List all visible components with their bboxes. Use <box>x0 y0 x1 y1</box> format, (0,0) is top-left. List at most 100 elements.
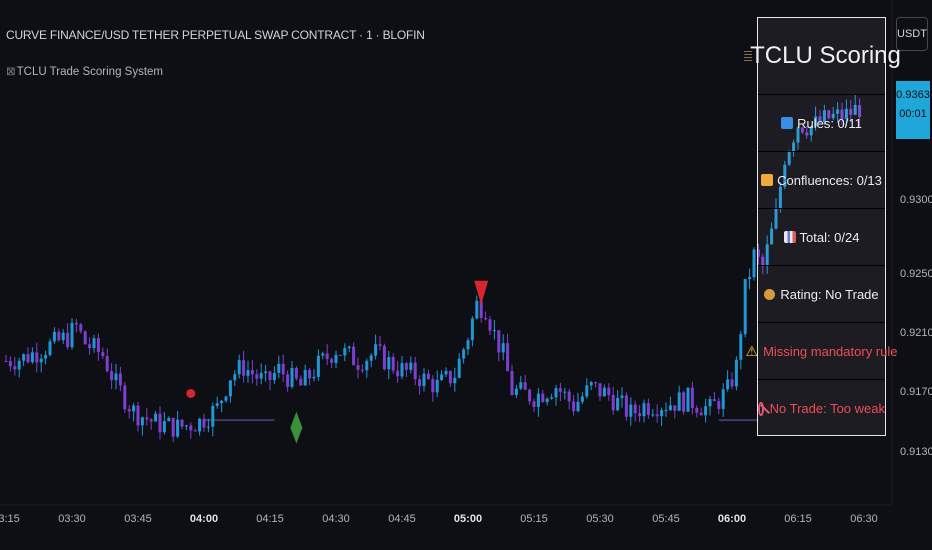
candle <box>334 350 338 369</box>
warning-row: ⚠ Missing mandatory rule <box>746 323 897 380</box>
candle <box>849 99 853 123</box>
candle <box>136 401 140 432</box>
candle-body <box>440 374 444 381</box>
candle <box>836 102 840 123</box>
candle <box>668 396 672 411</box>
candle-body <box>233 374 237 381</box>
candle <box>673 405 677 419</box>
candle-body <box>752 249 756 278</box>
candle-body <box>695 407 699 413</box>
candle <box>316 349 320 381</box>
candle <box>149 418 153 430</box>
candle <box>858 98 862 128</box>
symbol-title[interactable]: CURVE FINANCE/USD TETHER PERPETUAL SWAP … <box>6 28 425 42</box>
candle-body <box>770 228 774 245</box>
candle <box>770 222 774 245</box>
currency-button[interactable]: USDT <box>896 17 928 51</box>
candle <box>462 347 466 364</box>
candle <box>39 353 43 373</box>
price-tick-label: 0.9300 <box>900 193 932 206</box>
candle-body <box>844 108 848 120</box>
candle <box>576 392 580 413</box>
total-row: Total: 0/24 <box>758 209 885 266</box>
candle <box>193 428 197 432</box>
candle-body <box>308 369 312 379</box>
time-tick-label: 05:00 <box>453 513 483 525</box>
no-entry-icon <box>758 401 764 416</box>
time-tick-label: 06:00 <box>717 513 747 525</box>
candle <box>277 355 281 379</box>
candle <box>827 109 831 120</box>
candle-body <box>409 362 413 370</box>
candle <box>831 107 835 121</box>
candle <box>545 397 549 406</box>
candle-body <box>66 332 70 348</box>
candle-body <box>404 363 408 370</box>
verdict-row: No Trade: Too weak <box>758 380 885 437</box>
candle-body <box>550 397 554 399</box>
indicator-legend[interactable]: ⊠TCLU Trade Scoring System <box>6 64 163 78</box>
candle-body <box>756 249 760 257</box>
price-tick-label: 0.9250 <box>900 267 932 280</box>
verdict-text: No Trade: Too weak <box>769 401 885 416</box>
candle-body <box>677 392 681 411</box>
candle-body <box>466 340 470 350</box>
candle <box>633 400 637 422</box>
candle-body <box>281 363 285 375</box>
candle <box>629 397 633 426</box>
candle-body <box>748 277 752 280</box>
candle-body <box>598 383 602 397</box>
candle-body <box>633 404 637 414</box>
candle-body <box>602 387 606 397</box>
candle-body <box>580 396 584 402</box>
candle <box>580 392 584 405</box>
candle <box>787 149 791 167</box>
candle <box>4 355 8 363</box>
candle-body <box>13 366 17 370</box>
candle-body <box>70 322 74 348</box>
candle <box>717 397 721 415</box>
candle <box>470 316 474 347</box>
candle-body <box>294 367 298 379</box>
total-score: Total: 0/24 <box>799 229 860 245</box>
candle <box>92 334 96 353</box>
candle <box>638 405 642 423</box>
scoring-panel: TCLU Scoring Rules: 0/11 Confluences: 0/… <box>744 17 901 437</box>
candle <box>17 357 21 378</box>
last-price-value: 0.9363 <box>896 89 930 101</box>
candle <box>44 350 48 365</box>
candle <box>132 402 136 422</box>
candle-body <box>501 343 505 353</box>
candle <box>594 381 598 388</box>
candle-body <box>391 357 395 371</box>
candle <box>774 198 778 230</box>
candle-body <box>8 361 12 367</box>
candle <box>708 395 712 416</box>
candle-body <box>567 391 571 402</box>
candle <box>13 357 17 376</box>
candle-body <box>827 110 831 119</box>
candle-body <box>96 338 100 353</box>
candle <box>558 382 562 402</box>
candle <box>61 329 65 344</box>
candle-body <box>299 378 303 386</box>
candle-body <box>246 370 250 376</box>
candle-body <box>426 373 430 380</box>
candle <box>642 399 646 423</box>
candle-body <box>510 371 514 396</box>
candle-body <box>347 346 351 349</box>
candle <box>743 279 747 338</box>
candle-body <box>255 374 259 379</box>
candle <box>704 398 708 423</box>
candle <box>180 419 184 430</box>
candle-body <box>57 331 61 341</box>
candle <box>426 369 430 380</box>
candle <box>114 363 118 390</box>
candle-body <box>849 108 853 115</box>
candle <box>118 366 122 392</box>
time-tick-label: 05:30 <box>586 513 614 525</box>
candle <box>154 410 158 422</box>
candle-body <box>765 244 769 267</box>
candle <box>268 370 272 391</box>
